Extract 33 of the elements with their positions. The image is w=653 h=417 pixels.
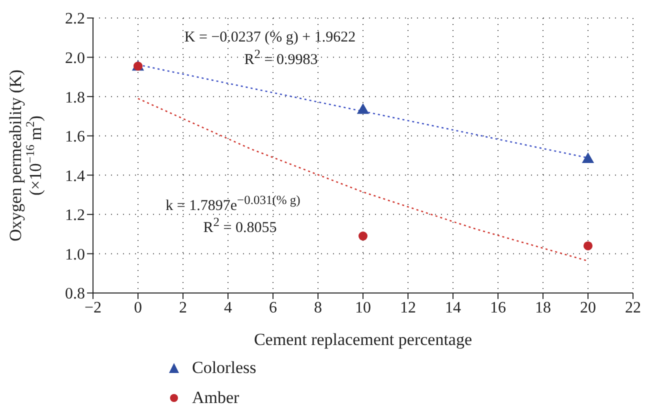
y-tick-label: 1.4 <box>65 168 85 185</box>
legend-label: Amber <box>192 388 240 408</box>
point <box>583 241 593 250</box>
annotation: K = −0.0237 (% g) + 1.9622 <box>184 30 356 46</box>
point <box>358 232 368 241</box>
x-tick-label: 0 <box>134 299 142 316</box>
legend-label: Colorless <box>192 358 256 378</box>
x-tick-label: 14 <box>445 299 461 316</box>
point <box>582 152 594 163</box>
y-tick-label: 0.8 <box>65 286 85 303</box>
x-tick-label: 12 <box>400 299 416 316</box>
annotation: k = 1.7897e$^{−0.031(% g)}$ <box>166 193 300 215</box>
x-tick-label: 10 <box>355 299 371 316</box>
x-tick-label: 8 <box>314 299 322 316</box>
y-tick-label: 1.2 <box>65 207 85 224</box>
x-tick-label: −2 <box>84 299 102 316</box>
y-tick-label: 2.2 <box>65 10 85 28</box>
y-tick-label: 1.8 <box>65 89 85 106</box>
x-tick-label: 18 <box>535 299 551 316</box>
line-series <box>137 98 589 262</box>
annotation: R$^{2}$ = 0.9983 <box>244 47 318 69</box>
y-tick-label: 1.6 <box>65 128 85 146</box>
y-tick-label: 2.0 <box>65 50 85 67</box>
point <box>356 103 370 114</box>
x-tick-label: 16 <box>490 299 506 316</box>
x-axis-title: Cement replacement percentage <box>254 330 472 349</box>
x-tick-label: 6 <box>269 299 277 316</box>
x-tick-label: 2 <box>179 299 187 316</box>
x-tick-label: 20 <box>580 299 596 316</box>
annotation: R$^{2}$ = 0.8055 <box>203 215 277 237</box>
y-tick-label: 1.0 <box>65 246 85 264</box>
x-tick-label: 4 <box>224 299 232 316</box>
x-tick-label: 22 <box>625 299 641 316</box>
